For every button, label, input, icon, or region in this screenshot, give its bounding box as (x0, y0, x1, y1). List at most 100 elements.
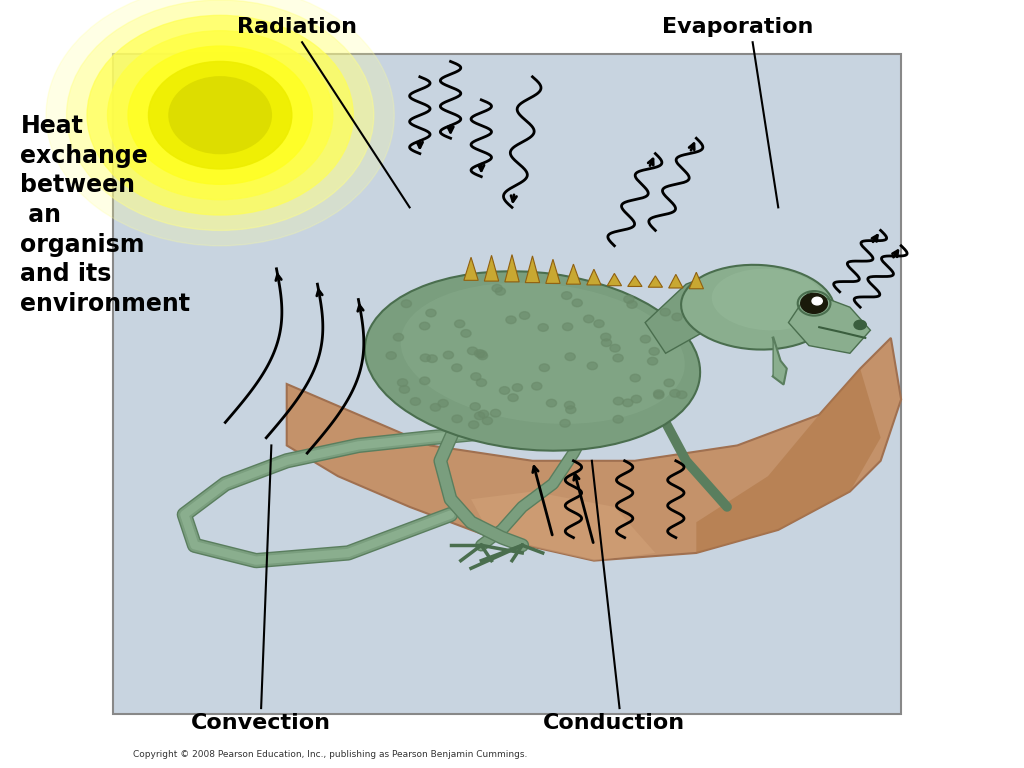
Circle shape (572, 299, 583, 306)
Circle shape (467, 347, 477, 355)
Circle shape (477, 352, 487, 359)
Circle shape (519, 312, 529, 319)
Text: Convection: Convection (191, 713, 331, 733)
Polygon shape (287, 338, 901, 561)
Circle shape (660, 308, 671, 316)
Text: Conduction: Conduction (544, 713, 685, 733)
Circle shape (461, 329, 471, 337)
Ellipse shape (365, 271, 700, 451)
Circle shape (452, 364, 462, 372)
Circle shape (420, 322, 430, 329)
Polygon shape (669, 274, 683, 288)
Circle shape (438, 399, 449, 407)
Circle shape (610, 344, 621, 352)
Circle shape (476, 350, 486, 358)
Circle shape (482, 417, 493, 425)
Circle shape (478, 410, 488, 418)
Circle shape (531, 382, 542, 390)
Circle shape (426, 310, 436, 317)
Circle shape (443, 351, 454, 359)
Polygon shape (546, 260, 560, 283)
Circle shape (538, 323, 548, 331)
Circle shape (169, 77, 271, 154)
Circle shape (471, 372, 481, 380)
Polygon shape (788, 292, 870, 353)
Circle shape (672, 313, 682, 321)
Circle shape (670, 389, 680, 397)
Circle shape (399, 386, 410, 393)
Circle shape (452, 415, 462, 422)
Circle shape (547, 399, 557, 407)
Circle shape (474, 349, 484, 357)
Circle shape (67, 0, 374, 230)
Circle shape (627, 300, 637, 308)
Circle shape (386, 352, 396, 359)
Circle shape (474, 412, 484, 419)
Circle shape (664, 379, 674, 387)
Circle shape (601, 339, 611, 346)
Circle shape (393, 333, 403, 341)
Circle shape (677, 391, 687, 399)
Circle shape (470, 402, 480, 410)
Circle shape (128, 46, 312, 184)
Polygon shape (607, 273, 622, 286)
Circle shape (653, 391, 664, 399)
Circle shape (512, 384, 522, 392)
Polygon shape (464, 257, 478, 280)
Circle shape (476, 379, 486, 386)
Bar (113, 54, 901, 714)
Polygon shape (471, 492, 655, 561)
Polygon shape (773, 338, 786, 384)
Polygon shape (484, 255, 499, 281)
Circle shape (560, 419, 570, 427)
Circle shape (397, 379, 408, 386)
Circle shape (624, 296, 634, 303)
Text: Radiation: Radiation (237, 17, 357, 37)
Circle shape (427, 355, 437, 362)
Circle shape (490, 409, 501, 417)
Circle shape (630, 374, 640, 382)
Ellipse shape (712, 269, 824, 330)
Circle shape (455, 320, 465, 328)
Circle shape (430, 403, 440, 411)
Circle shape (854, 320, 866, 329)
Circle shape (411, 398, 421, 406)
Text: Heat
exchange
between
 an
organism
and its
environment: Heat exchange between an organism and it… (20, 114, 190, 316)
Circle shape (506, 316, 516, 323)
Circle shape (108, 31, 333, 200)
Circle shape (594, 319, 604, 327)
Circle shape (401, 300, 412, 307)
Circle shape (601, 333, 611, 341)
Ellipse shape (400, 283, 685, 424)
Polygon shape (525, 256, 540, 283)
Circle shape (87, 15, 353, 215)
Circle shape (623, 399, 633, 407)
Polygon shape (587, 270, 601, 285)
Polygon shape (566, 264, 581, 284)
Circle shape (46, 0, 394, 246)
Circle shape (613, 354, 624, 362)
Circle shape (631, 396, 641, 403)
Circle shape (500, 386, 510, 394)
Circle shape (420, 377, 430, 385)
Circle shape (653, 390, 664, 398)
Circle shape (492, 284, 502, 292)
Polygon shape (696, 369, 881, 553)
Text: Copyright © 2008 Pearson Education, Inc., publishing as Pearson Benjamin Cumming: Copyright © 2008 Pearson Education, Inc.… (133, 750, 527, 759)
Circle shape (584, 315, 594, 323)
Circle shape (420, 354, 430, 362)
Circle shape (508, 394, 518, 402)
Polygon shape (645, 269, 748, 353)
Circle shape (496, 287, 506, 295)
Polygon shape (505, 255, 519, 282)
Circle shape (469, 421, 479, 429)
Circle shape (565, 353, 575, 360)
Circle shape (564, 402, 574, 409)
Circle shape (801, 293, 827, 313)
Circle shape (647, 357, 657, 365)
Circle shape (649, 348, 659, 356)
Polygon shape (648, 276, 663, 287)
Circle shape (540, 364, 550, 372)
Circle shape (640, 336, 650, 343)
Circle shape (587, 362, 597, 369)
